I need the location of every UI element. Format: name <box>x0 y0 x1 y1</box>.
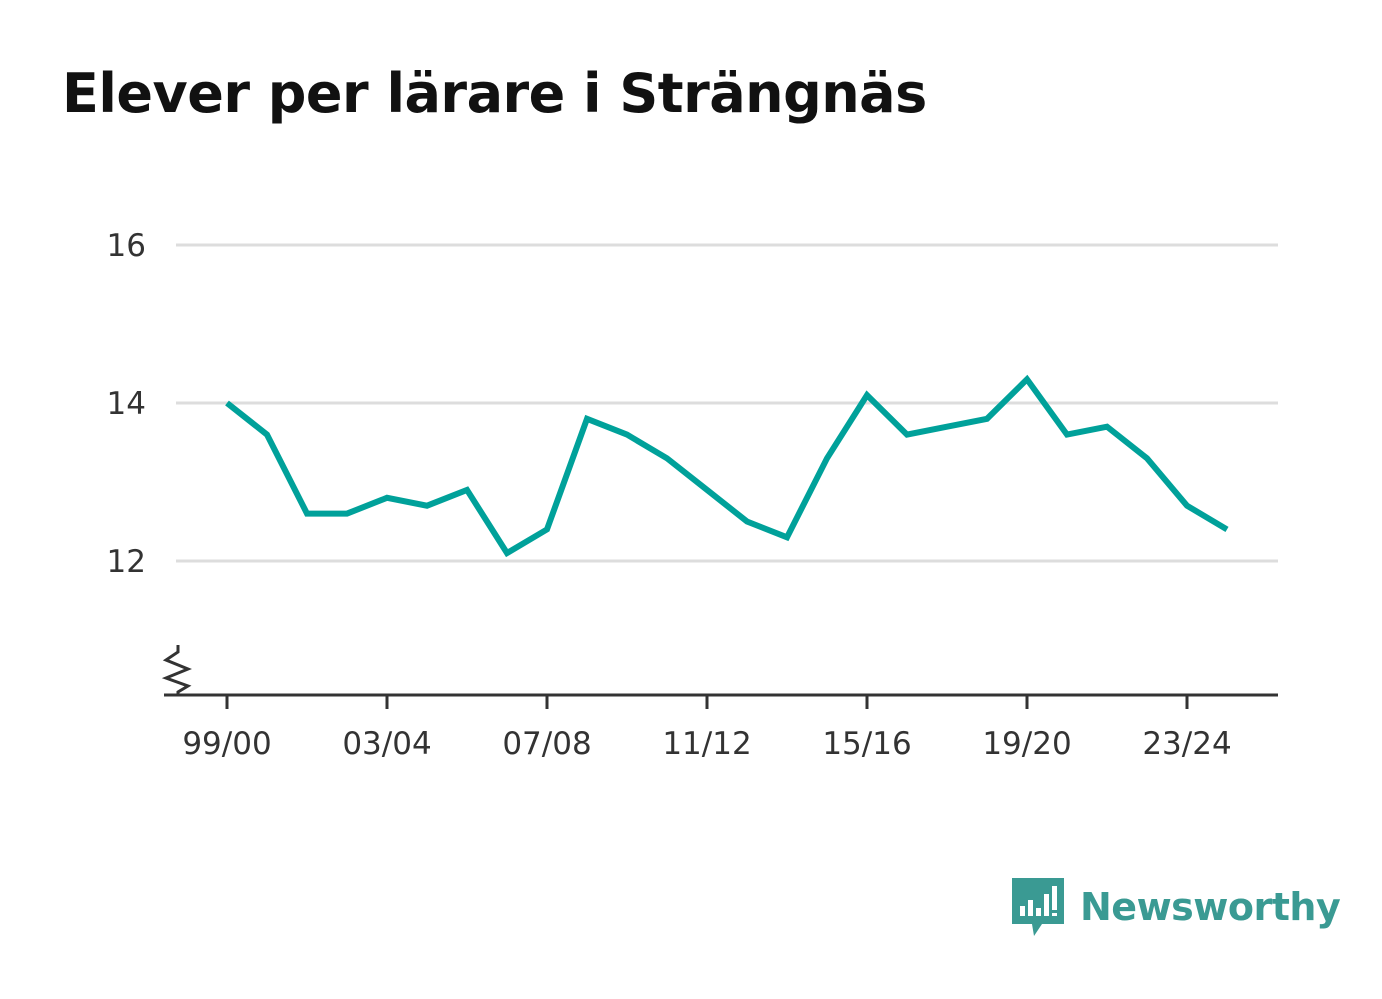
y-tick-label: 12 <box>107 544 146 580</box>
x-axis-ticks: 99/00 03/04 07/08 11/12 15/16 19/20 23/24 <box>182 695 1232 762</box>
series <box>225 374 1229 558</box>
gridlines <box>176 243 1278 563</box>
y-axis-labels: 12 14 16 <box>107 228 146 580</box>
y-tick-label: 14 <box>107 386 146 422</box>
x-tick-label: 07/08 <box>502 726 591 762</box>
x-axis <box>161 645 1278 697</box>
x-tick-label: 19/20 <box>982 726 1071 762</box>
newsworthy-logo-icon <box>1012 878 1064 936</box>
x-tick-label: 11/12 <box>662 726 751 762</box>
x-tick-label: 15/16 <box>822 726 911 762</box>
brand-logo: Newsworthy <box>1012 878 1341 936</box>
y-axis-break-symbol <box>161 645 192 695</box>
brand-name: Newsworthy <box>1080 885 1341 929</box>
x-tick-label: 99/00 <box>182 726 271 762</box>
chart-title: Elever per lärare i Strängnäs <box>62 62 927 125</box>
series-line <box>225 374 1229 558</box>
y-tick-label: 16 <box>107 228 146 264</box>
x-tick-label: 23/24 <box>1142 726 1231 762</box>
x-tick-label: 03/04 <box>342 726 431 762</box>
